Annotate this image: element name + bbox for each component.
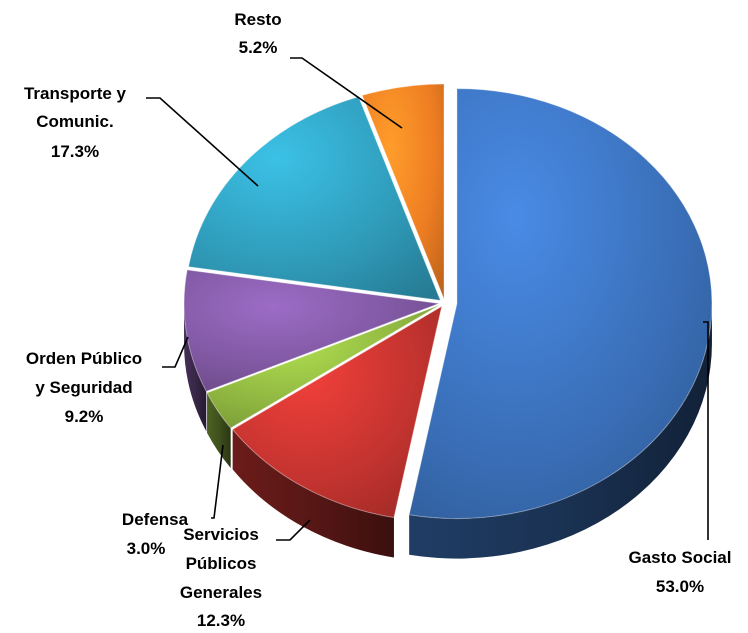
label-servicios-value: 12.3% [197, 611, 245, 630]
label-transporte: Transporte y Comunic. 17.3% [24, 84, 127, 161]
label-defensa: Defensa 3.0% [122, 510, 189, 558]
label-defensa-value: 3.0% [127, 539, 166, 558]
leader-defensa [211, 445, 223, 518]
label-resto-name: Resto [234, 10, 281, 29]
pie-tops [184, 84, 712, 519]
label-orden-line2: y Seguridad [35, 378, 132, 397]
label-resto-value: 5.2% [239, 38, 278, 57]
label-gasto-name: Gasto Social [629, 548, 732, 567]
label-servicios-line2: Públicos [186, 554, 257, 573]
label-orden-value: 9.2% [65, 407, 104, 426]
label-orden: Orden Público y Seguridad 9.2% [26, 349, 142, 426]
label-resto: Resto 5.2% [234, 10, 281, 57]
label-gasto: Gasto Social 53.0% [629, 548, 732, 596]
label-defensa-name: Defensa [122, 510, 189, 529]
label-servicios-line3: Generales [180, 583, 262, 602]
label-servicios-line1: Servicios [183, 525, 259, 544]
label-orden-line1: Orden Público [26, 349, 142, 368]
label-servicios: Servicios Públicos Generales 12.3% [180, 525, 262, 630]
label-transporte-value: 17.3% [51, 142, 99, 161]
label-transporte-line2: Comunic. [36, 112, 113, 131]
label-gasto-value: 53.0% [656, 577, 704, 596]
label-transporte-line1: Transporte y [24, 84, 127, 103]
